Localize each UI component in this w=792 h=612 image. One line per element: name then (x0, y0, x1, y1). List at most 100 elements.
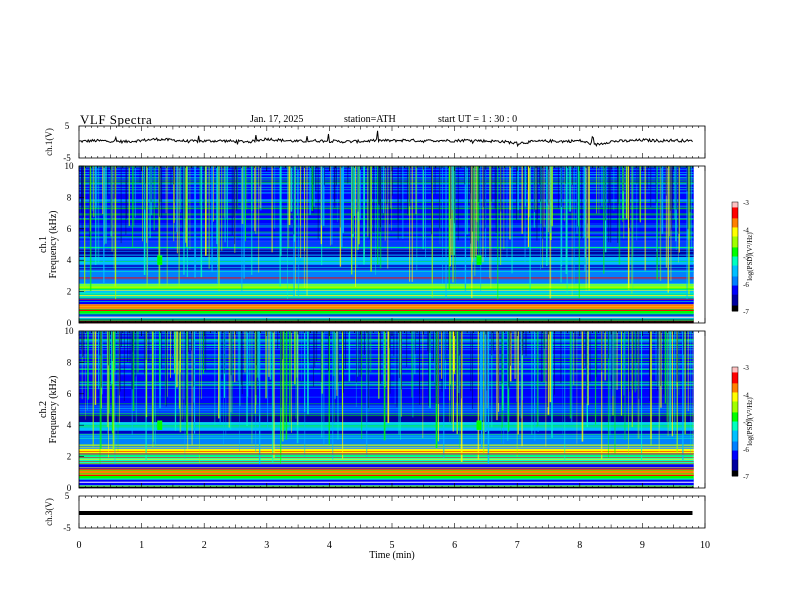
sferic-streak (545, 331, 547, 447)
sferic-streak (133, 166, 135, 227)
dark-streak (608, 166, 610, 243)
sferic-streak (199, 331, 201, 376)
colorbar-cell (732, 202, 738, 205)
sferic-streak (547, 166, 550, 232)
dark-streak (99, 331, 101, 356)
sferic-streak (179, 166, 181, 213)
sferic-streak (668, 166, 671, 237)
spec-blob (157, 420, 163, 430)
sferic-streak (382, 331, 385, 386)
colorbar-frame (731, 366, 739, 477)
dark-streak (601, 331, 603, 372)
sferic-streak (620, 331, 623, 416)
sferic-streak (299, 166, 301, 226)
sferic-streak (389, 331, 391, 381)
dark-streak (396, 331, 398, 408)
sferic-streak (596, 166, 598, 214)
sferic-streak (454, 166, 456, 284)
sferic-streak (527, 166, 530, 247)
sferic-streak (581, 331, 584, 442)
dark-streak (125, 166, 127, 235)
colorbar-tick-label: -7 (743, 473, 749, 481)
sferic-streak (108, 331, 110, 414)
sferic-streak (511, 166, 513, 274)
spec-line (79, 410, 694, 411)
spec-line (79, 485, 694, 487)
sferic-streak (279, 166, 281, 287)
dark-streak (419, 331, 420, 405)
sferic-streak (199, 331, 201, 464)
spec-line (79, 271, 694, 273)
spec-line (79, 433, 694, 435)
spec-line (79, 403, 694, 405)
dark-streak (629, 166, 630, 224)
spec-blob (157, 255, 163, 265)
colorbar-cell (732, 216, 738, 219)
spec-line (79, 478, 694, 480)
dark-streak (585, 331, 587, 367)
spec-line (79, 382, 694, 383)
sferic-streak (332, 331, 334, 460)
sferic-streak (269, 331, 272, 380)
sferic-streak (614, 331, 616, 454)
spec-line (79, 368, 694, 370)
colorbar-cell (732, 448, 738, 452)
dark-streak (671, 166, 673, 230)
sferic-streak (225, 331, 227, 436)
colorbar-cell (732, 236, 738, 239)
spec-blob (476, 420, 482, 430)
sferic-streak (337, 166, 338, 223)
spec-line (79, 461, 694, 462)
sferic-streak (688, 166, 690, 295)
sferic-streak (158, 166, 160, 258)
dark-streak (360, 331, 362, 377)
sferic-streak (335, 331, 337, 390)
dark-streak (132, 331, 134, 390)
sferic-streak (145, 331, 148, 418)
colorbar-cell (732, 281, 738, 285)
y-tick-label: 5 (65, 121, 70, 131)
spec-line (79, 384, 694, 386)
spec-line (79, 444, 694, 446)
sferic-streak (563, 166, 565, 222)
spec-line (79, 458, 694, 460)
dark-streak (492, 331, 494, 351)
sferic-streak (624, 331, 626, 440)
sferic-streak (586, 331, 589, 428)
colorbar-label: log(PSD)(V²/Hz) (746, 232, 754, 281)
colorbar-cell (732, 256, 738, 259)
spec-line (79, 309, 694, 311)
sferic-streak (517, 331, 519, 435)
sferic-streak (287, 166, 288, 300)
dark-streak (431, 166, 433, 194)
sferic-streak (268, 331, 270, 377)
sferic-streak (386, 166, 389, 269)
sferic-streak (429, 331, 431, 409)
colorbar-cell (732, 289, 738, 292)
sferic-streak (146, 166, 148, 288)
sferic-streak (667, 166, 669, 293)
sferic-streak (294, 331, 296, 385)
dark-streak (438, 331, 439, 405)
spec-line (79, 485, 694, 487)
spec-band (79, 473, 694, 479)
sferic-streak (384, 331, 386, 388)
sferic-streak (687, 331, 689, 412)
dark-streak (308, 331, 310, 363)
colorbar-cell (732, 267, 738, 270)
dark-streak (617, 166, 619, 243)
dark-streak (409, 166, 411, 207)
sferic-streak (487, 331, 490, 464)
spec-band (79, 297, 694, 305)
sferic-streak (636, 166, 638, 241)
spec-line (79, 267, 694, 269)
colorbar-cell (732, 221, 738, 225)
sferic-streak (517, 166, 519, 211)
colorbar-cell (732, 437, 738, 441)
dark-streak (472, 331, 473, 409)
sferic-streak (176, 166, 178, 233)
dark-streak (312, 166, 314, 214)
sferic-streak (368, 331, 370, 412)
sferic-streak (191, 331, 193, 445)
dark-streak (131, 331, 133, 390)
